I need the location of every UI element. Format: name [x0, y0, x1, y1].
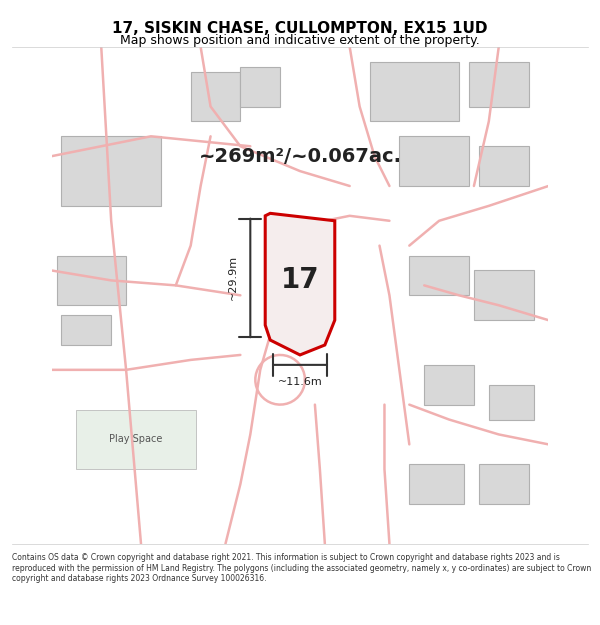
Polygon shape [265, 213, 335, 355]
Bar [489, 385, 533, 419]
Bar [479, 464, 529, 504]
Bar [56, 256, 126, 305]
Bar [191, 72, 241, 121]
Bar [76, 409, 196, 469]
Bar [400, 136, 469, 186]
Bar [61, 136, 161, 206]
Text: ~11.6m: ~11.6m [278, 378, 322, 388]
Bar [409, 256, 469, 295]
Bar [409, 464, 464, 504]
Text: Map shows position and indicative extent of the property.: Map shows position and indicative extent… [120, 34, 480, 47]
Text: Play Space: Play Space [109, 434, 163, 444]
Text: Contains OS data © Crown copyright and database right 2021. This information is : Contains OS data © Crown copyright and d… [12, 553, 591, 583]
Bar [61, 315, 111, 345]
Bar [424, 365, 474, 404]
Bar [370, 62, 459, 121]
Text: 17: 17 [281, 266, 319, 294]
Text: ~269m²/~0.067ac.: ~269m²/~0.067ac. [199, 147, 401, 166]
Bar [479, 146, 529, 186]
Bar [469, 62, 529, 106]
Bar [241, 67, 280, 106]
Text: ~29.9m: ~29.9m [228, 256, 238, 301]
Text: 17, SISKIN CHASE, CULLOMPTON, EX15 1UD: 17, SISKIN CHASE, CULLOMPTON, EX15 1UD [112, 21, 488, 36]
Bar [474, 271, 533, 320]
